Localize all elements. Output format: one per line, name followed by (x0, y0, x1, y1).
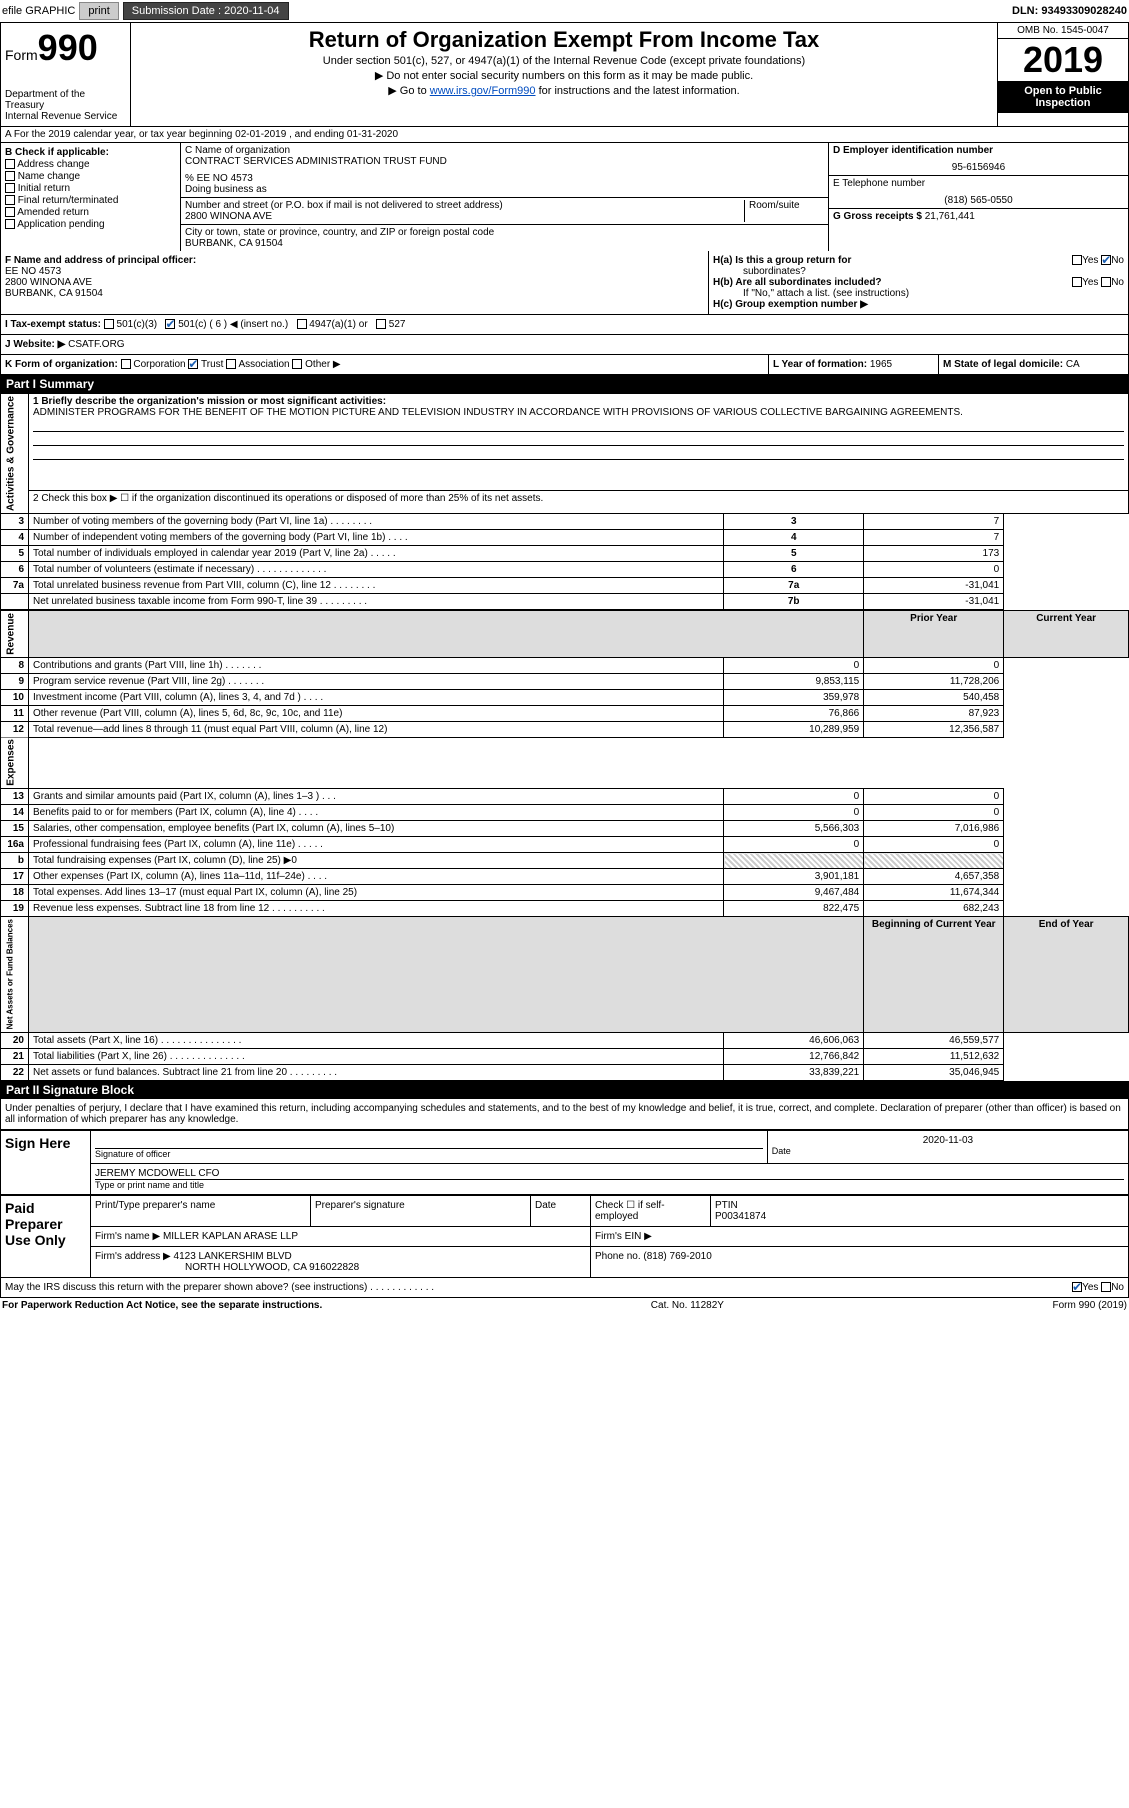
form-sub2: ▶ Do not enter social security numbers o… (135, 69, 993, 82)
sign-here-label: Sign Here (1, 1130, 91, 1194)
state-domicile: CA (1066, 359, 1080, 370)
discuss-yes-no: Yes No (1072, 1282, 1124, 1293)
irs-label: Internal Revenue Service (5, 111, 126, 122)
footer: For Paperwork Reduction Act Notice, see … (0, 1298, 1129, 1313)
org-address: 2800 WINONA AVE (185, 211, 744, 222)
form-number: Form990 (5, 27, 126, 69)
chk-address-change[interactable]: Address change (5, 159, 176, 170)
table-row: bTotal fundraising expenses (Part IX, co… (1, 853, 1129, 869)
table-row: 11Other revenue (Part VIII, column (A), … (1, 705, 1129, 721)
table-row: 22Net assets or fund balances. Subtract … (1, 1064, 1129, 1080)
paid-preparer-label: Paid Preparer Use Only (1, 1195, 91, 1277)
chk-name-change[interactable]: Name change (5, 171, 176, 182)
firm-addr1: 4123 LANKERSHIM BLVD (174, 1251, 292, 1262)
mission-text: ADMINISTER PROGRAMS FOR THE BENEFIT OF T… (33, 407, 1124, 418)
table-row: 8Contributions and grants (Part VIII, li… (1, 657, 1129, 673)
table-row: Net unrelated business taxable income fr… (1, 594, 1129, 610)
form-sub3: ▶ Go to www.irs.gov/Form990 for instruct… (135, 84, 993, 97)
section-c: C Name of organization CONTRACT SERVICES… (181, 143, 828, 251)
netassets-label: Net Assets or Fund Balances (1, 917, 29, 1032)
form-header: Form990 Department of the Treasury Inter… (0, 22, 1129, 127)
efile-label: efile GRAPHIC (2, 5, 75, 17)
tax-status-row: I Tax-exempt status: 501(c)(3) 501(c) ( … (0, 315, 1129, 335)
row-a-tax-year: A For the 2019 calendar year, or tax yea… (0, 127, 1129, 143)
table-row: 10Investment income (Part VIII, column (… (1, 689, 1129, 705)
table-row: 5Total number of individuals employed in… (1, 546, 1129, 562)
governance-label: Activities & Governance (1, 394, 29, 514)
section-b: B Check if applicable: Address change Na… (1, 143, 181, 251)
table-row: 19Revenue less expenses. Subtract line 1… (1, 901, 1129, 917)
sign-table: Sign Here Signature of officer 2020-11-0… (0, 1130, 1129, 1195)
form-sub1: Under section 501(c), 527, or 4947(a)(1)… (135, 55, 993, 67)
telephone: (818) 565-0550 (833, 195, 1124, 206)
dept-label: Department of the Treasury (5, 89, 126, 111)
tax-year: 2019 (998, 39, 1128, 81)
summary-table: Activities & Governance 1 Briefly descri… (0, 393, 1129, 1081)
table-row: 3Number of voting members of the governi… (1, 514, 1129, 530)
table-row: 14Benefits paid to or for members (Part … (1, 805, 1129, 821)
chk-initial-return[interactable]: Initial return (5, 183, 176, 194)
table-row: 9Program service revenue (Part VIII, lin… (1, 673, 1129, 689)
table-row: 18Total expenses. Add lines 13–17 (must … (1, 885, 1129, 901)
part1-header: Part I Summary (0, 375, 1129, 393)
year-formation: 1965 (870, 359, 892, 370)
chk-final-return[interactable]: Final return/terminated (5, 195, 176, 206)
table-row: 4Number of independent voting members of… (1, 530, 1129, 546)
chk-application-pending[interactable]: Application pending (5, 219, 176, 230)
cat-no: Cat. No. 11282Y (651, 1300, 724, 1311)
section-d: D Employer identification number 95-6156… (828, 143, 1128, 251)
ha-yes-no: Yes No (1072, 255, 1124, 277)
klm-row: K Form of organization: Corporation Trus… (0, 355, 1129, 375)
table-row: 17Other expenses (Part IX, column (A), l… (1, 869, 1129, 885)
section-f: F Name and address of principal officer:… (1, 251, 708, 314)
line2: 2 Check this box ▶ ☐ if the organization… (29, 491, 1129, 514)
chk-amended[interactable]: Amended return (5, 207, 176, 218)
website-row: J Website: ▶ CSATF.ORG (0, 335, 1129, 355)
irs-link[interactable]: www.irs.gov/Form990 (430, 85, 536, 97)
submission-date-button[interactable]: Submission Date : 2020-11-04 (123, 2, 289, 20)
preparer-table: Paid Preparer Use Only Print/Type prepar… (0, 1195, 1129, 1278)
form-footer: Form 990 (2019) (1053, 1300, 1127, 1311)
website-value: CSATF.ORG (68, 339, 124, 350)
table-row: 20Total assets (Part X, line 16) . . . .… (1, 1032, 1129, 1048)
section-fh: F Name and address of principal officer:… (0, 251, 1129, 315)
omb-number: OMB No. 1545-0047 (998, 23, 1128, 39)
firm-name: MILLER KAPLAN ARASE LLP (163, 1231, 298, 1242)
table-row: 12Total revenue—add lines 8 through 11 (… (1, 721, 1129, 737)
sig-date: 2020-11-03 (772, 1135, 1124, 1146)
org-city: BURBANK, CA 91504 (185, 238, 824, 249)
efile-header: efile GRAPHIC print Submission Date : 20… (0, 0, 1129, 22)
officer-name: EE NO 4573 (5, 266, 704, 277)
firm-addr2: NORTH HOLLYWOOD, CA 916022828 (185, 1262, 359, 1273)
hb-yes-no: Yes No (1072, 277, 1124, 288)
ptin: P00341874 (715, 1211, 766, 1222)
table-row: 15Salaries, other compensation, employee… (1, 821, 1129, 837)
gross-receipts: 21,761,441 (925, 211, 975, 222)
ee-no: % EE NO 4573 (185, 173, 824, 184)
print-button[interactable]: print (79, 2, 118, 20)
table-row: 21Total liabilities (Part X, line 26) . … (1, 1048, 1129, 1064)
open-public-badge: Open to Public Inspection (998, 81, 1128, 113)
expenses-label: Expenses (1, 737, 29, 789)
table-row: 7aTotal unrelated business revenue from … (1, 578, 1129, 594)
officer-sig-name: JEREMY MCDOWELL CFO (95, 1168, 1124, 1179)
table-row: 13Grants and similar amounts paid (Part … (1, 789, 1129, 805)
revenue-label: Revenue (1, 611, 29, 658)
table-row: 6Total number of volunteers (estimate if… (1, 562, 1129, 578)
discuss-row: May the IRS discuss this return with the… (0, 1278, 1129, 1298)
declaration-text: Under penalties of perjury, I declare th… (0, 1099, 1129, 1130)
section-bcd: B Check if applicable: Address change Na… (0, 143, 1129, 251)
firm-phone: (818) 769-2010 (643, 1251, 711, 1262)
org-name: CONTRACT SERVICES ADMINISTRATION TRUST F… (185, 156, 824, 167)
section-h: H(a) Is this a group return for subordin… (708, 251, 1128, 314)
form-title: Return of Organization Exempt From Incom… (135, 27, 993, 53)
part2-header: Part II Signature Block (0, 1081, 1129, 1099)
table-row: 16aProfessional fundraising fees (Part I… (1, 837, 1129, 853)
ein: 95-6156946 (833, 162, 1124, 173)
dln: DLN: 93493309028240 (1012, 5, 1127, 17)
